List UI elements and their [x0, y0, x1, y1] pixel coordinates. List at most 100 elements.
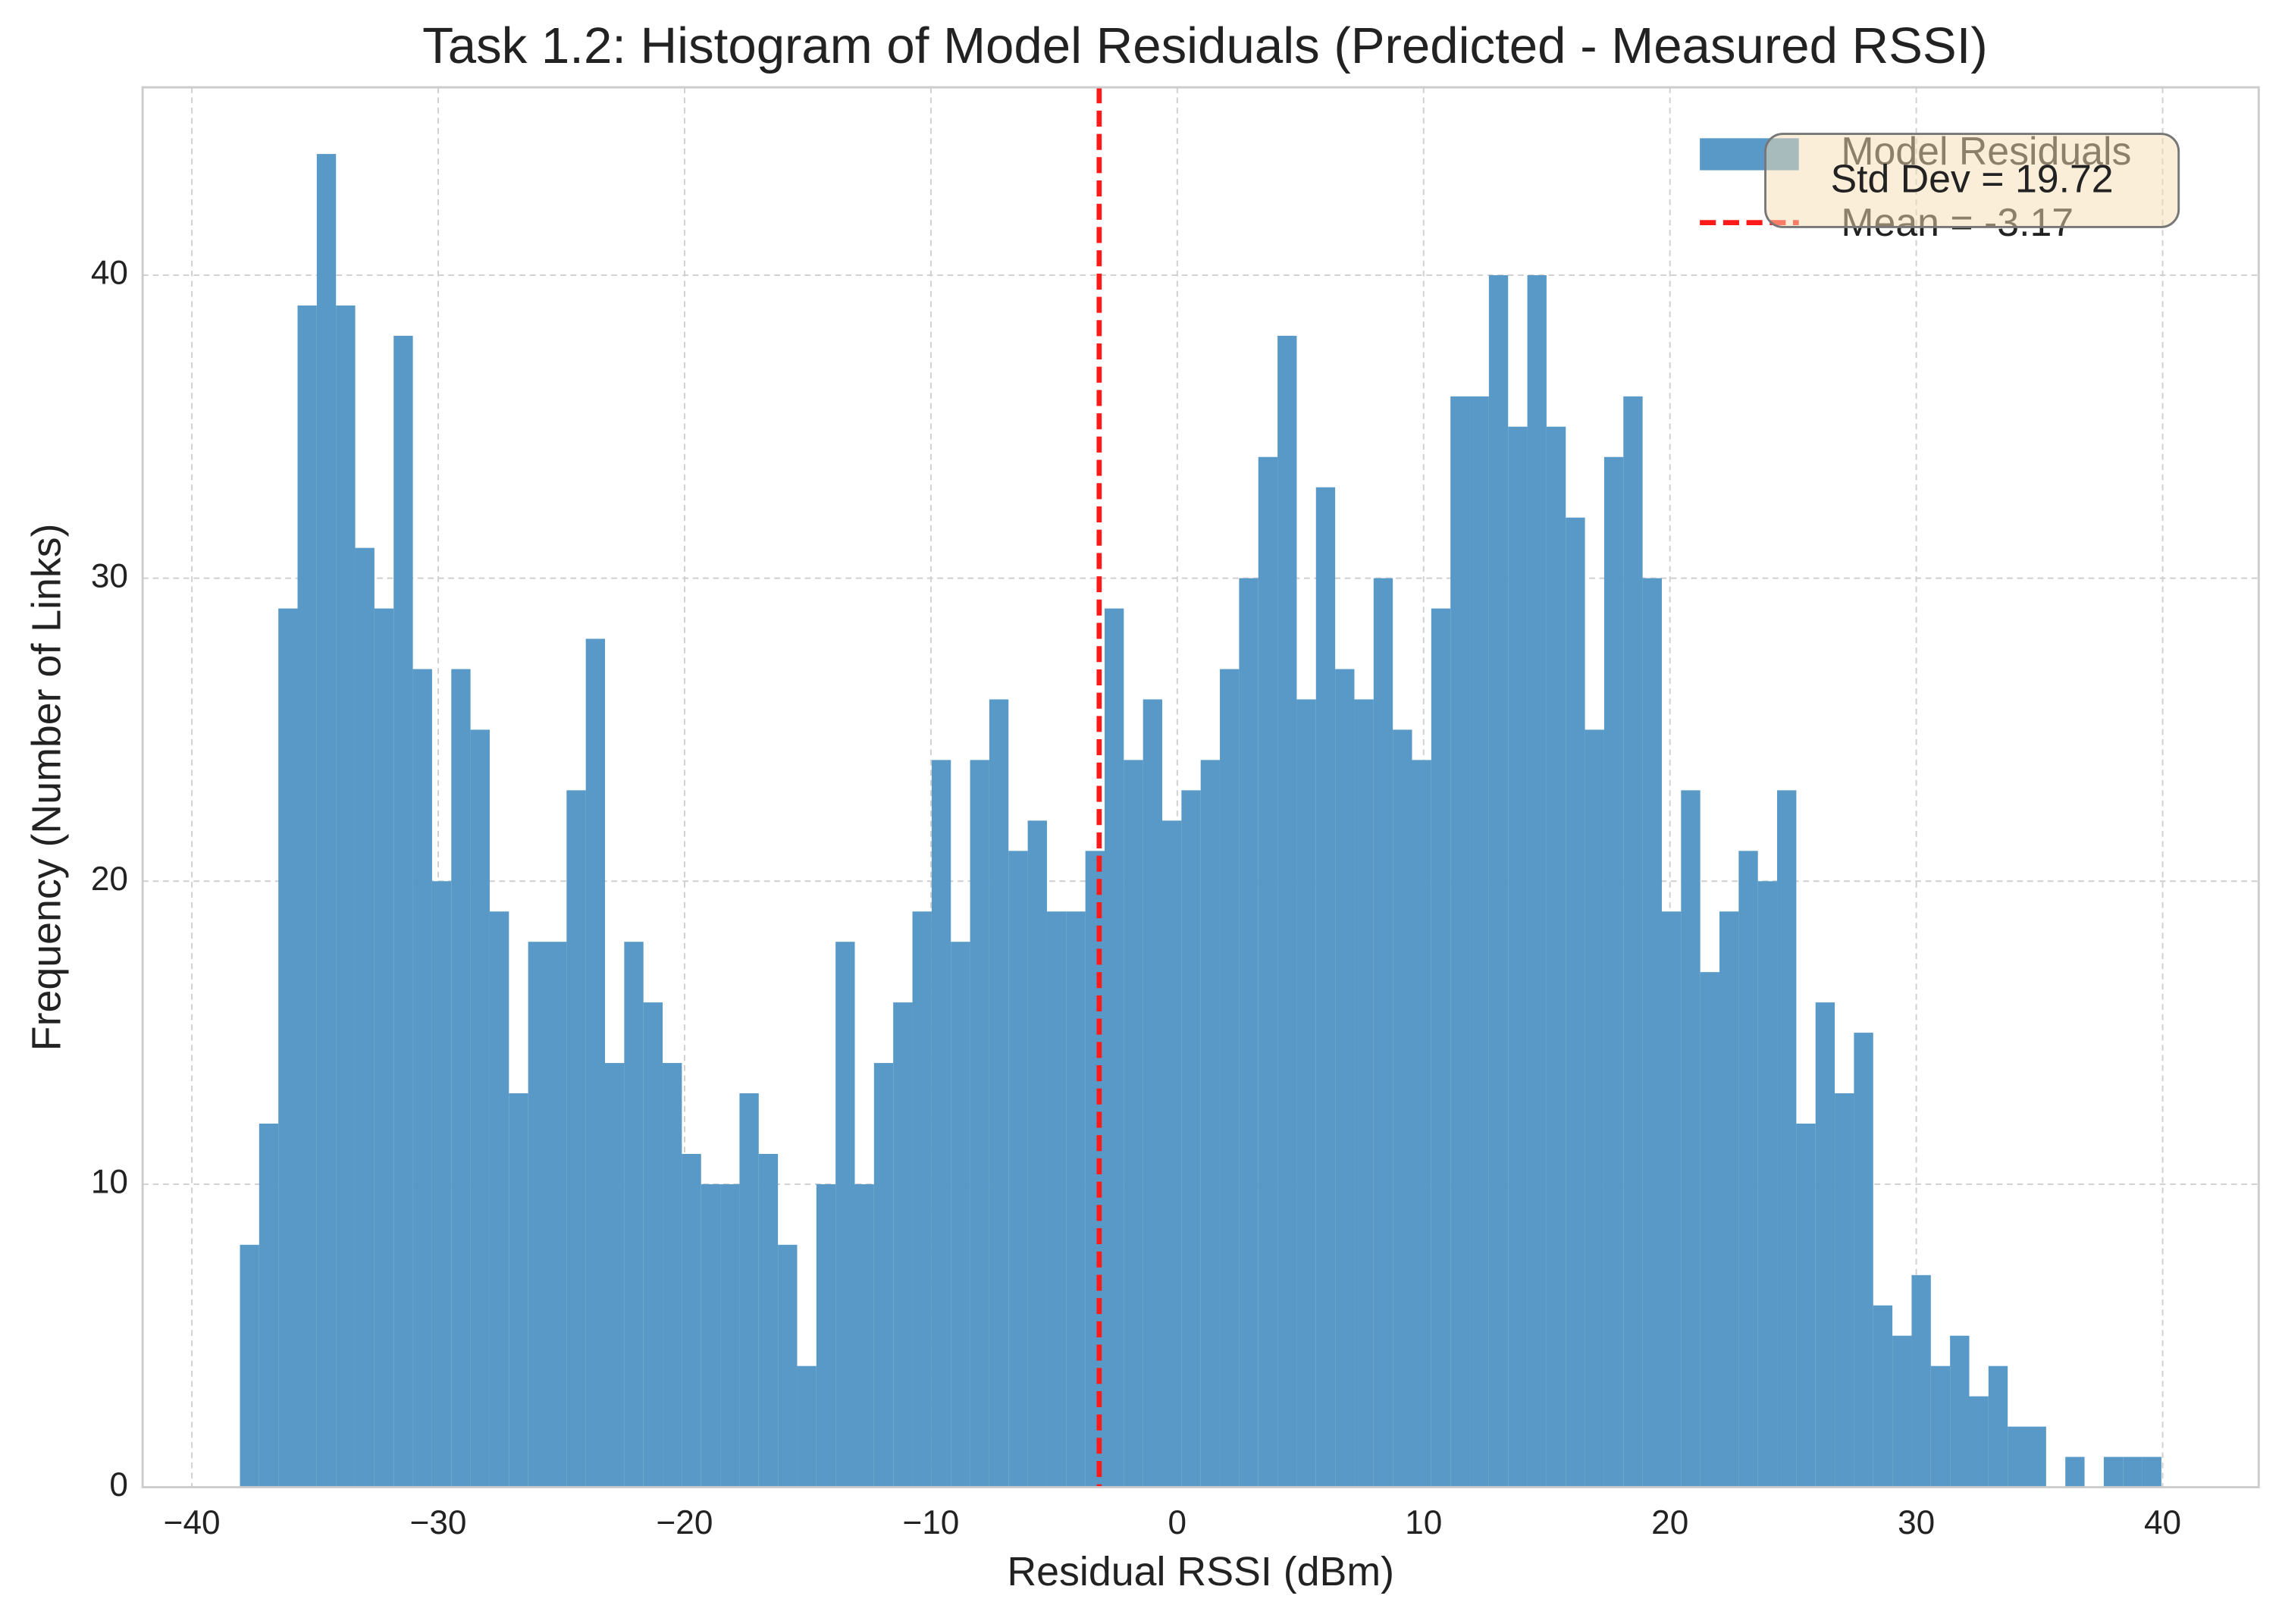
bar: [1220, 669, 1240, 1488]
bar: [297, 305, 317, 1488]
bar: [1315, 487, 1336, 1488]
plot-frame: [141, 86, 2260, 1489]
bar: [1450, 396, 1470, 1488]
bar: [1777, 790, 1797, 1488]
bar: [1508, 426, 1528, 1488]
bar: [355, 547, 375, 1488]
bar: [643, 1002, 663, 1488]
bar: [1642, 578, 1662, 1488]
bar: [1854, 1033, 1873, 1488]
bar: [1335, 669, 1355, 1488]
bar: [1373, 578, 1393, 1488]
annotation-box: [1764, 133, 2180, 228]
bar: [547, 942, 567, 1488]
bar: [1623, 396, 1643, 1488]
bar: [739, 1093, 759, 1488]
chart-title: Task 1.2: Histogram of Model Residuals (…: [422, 17, 1988, 74]
bar: [1066, 911, 1086, 1488]
x-tick-label: −20: [657, 1504, 713, 1541]
y-tick-label: 10: [91, 1164, 128, 1201]
bar: [1950, 1335, 1970, 1488]
bar: [1546, 426, 1566, 1488]
x-tick-label: −30: [410, 1504, 467, 1541]
bar: [2142, 1456, 2161, 1488]
bar: [2008, 1426, 2027, 1488]
bar: [1277, 335, 1297, 1488]
bar: [1661, 911, 1682, 1488]
bar: [1700, 972, 1720, 1488]
bar: [1911, 1274, 1931, 1488]
x-tick-label: 40: [2144, 1504, 2181, 1541]
bar: [393, 335, 413, 1488]
y-tick-label: 40: [91, 255, 128, 292]
x-tick-label: 30: [1898, 1504, 1935, 1541]
bar: [663, 1063, 682, 1488]
bar: [2027, 1426, 2046, 1488]
bar: [1143, 699, 1163, 1488]
bar: [1027, 820, 1047, 1488]
bar: [1681, 790, 1701, 1488]
bar: [2065, 1456, 2085, 1488]
y-tick-label: 30: [91, 557, 128, 594]
bar: [778, 1244, 798, 1488]
bar: [1527, 274, 1547, 1488]
x-tick-label: −40: [164, 1504, 221, 1541]
bar: [431, 881, 452, 1488]
x-tick-label: 20: [1651, 1504, 1688, 1541]
x-tick-label: 10: [1405, 1504, 1442, 1541]
bar: [1566, 517, 1585, 1488]
annotation: Std Dev = 19.72: [1831, 157, 2114, 201]
bar: [1296, 699, 1316, 1488]
bar: [278, 608, 298, 1488]
bar: [1046, 911, 1067, 1488]
bar: [1988, 1365, 2008, 1488]
bar: [854, 1184, 874, 1488]
x-axis-label: Residual RSSI (dBm): [1007, 1549, 1394, 1594]
bar: [797, 1365, 817, 1488]
bar: [1873, 1305, 1893, 1488]
bar: [2103, 1456, 2124, 1488]
bar: [585, 638, 606, 1488]
bar: [1738, 851, 1758, 1488]
bar: [316, 154, 337, 1488]
bar: [1104, 608, 1124, 1488]
bar: [412, 669, 432, 1488]
bar: [624, 942, 644, 1488]
bar: [1796, 1123, 1816, 1488]
bar: [1181, 790, 1201, 1488]
bar: [951, 942, 970, 1488]
bar: [1124, 760, 1143, 1488]
bar: [489, 911, 509, 1488]
bar: [682, 1153, 701, 1488]
bar: [701, 1184, 721, 1488]
bar: [605, 1063, 625, 1488]
bar: [1585, 729, 1604, 1488]
bar: [1469, 396, 1489, 1488]
bar: [1162, 820, 1182, 1488]
bar: [970, 760, 989, 1488]
bar: [374, 608, 394, 1488]
bar: [1892, 1335, 1912, 1488]
x-tick-label: 0: [1168, 1504, 1187, 1541]
bar: [1969, 1396, 1989, 1488]
bar: [1258, 456, 1278, 1488]
y-tick-label: 0: [109, 1466, 128, 1503]
bar: [1239, 578, 1259, 1488]
bar: [1200, 760, 1221, 1488]
bar: [873, 1063, 894, 1488]
bar: [1431, 608, 1451, 1488]
y-tick-label: 20: [91, 861, 128, 898]
bar: [2123, 1456, 2143, 1488]
bar: [758, 1153, 779, 1488]
bar: [1412, 760, 1431, 1488]
bar: [1008, 851, 1028, 1488]
y-axis-label: Frequency (Number of Links): [24, 523, 69, 1051]
bar: [240, 1244, 259, 1488]
bar: [1719, 911, 1739, 1488]
bar: [509, 1093, 528, 1488]
bar: [259, 1123, 279, 1488]
bar: [835, 942, 855, 1488]
bar: [566, 790, 586, 1488]
